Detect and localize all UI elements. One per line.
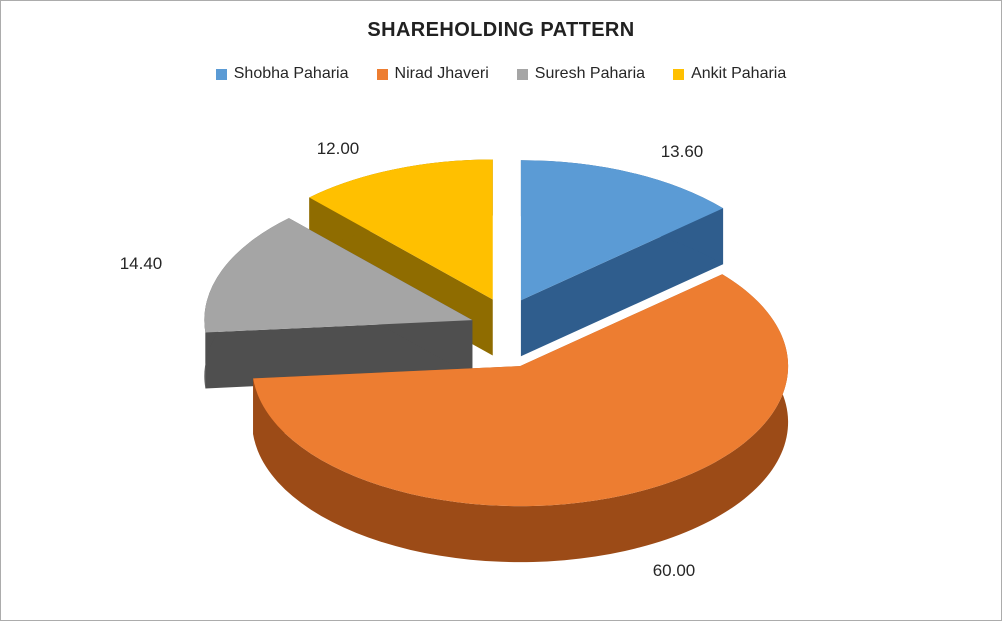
legend-item-shobha-paharia[interactable]: Shobha Paharia (215, 65, 349, 83)
legend-swatch-icon (673, 68, 685, 80)
legend-swatch-icon (215, 68, 227, 80)
legend-label: Shobha Paharia (233, 65, 349, 82)
pie-slice-nirad-jhaveri[interactable] (253, 274, 789, 507)
pie-slice-nirad-jhaveri-rim (253, 274, 789, 563)
legend-label: Suresh Paharia (534, 65, 646, 82)
chart-legend: Shobha Paharia Nirad Jhaveri Suresh Paha… (1, 65, 1001, 83)
pie-slice-ankit-paharia[interactable] (309, 159, 493, 300)
legend-swatch-icon (516, 68, 528, 80)
legend-swatch-icon (376, 68, 388, 80)
pie-slice-shobha-paharia[interactable] (520, 160, 724, 301)
data-label-nirad-jhaveri: 60.00 (653, 561, 696, 580)
data-label-ankit-paharia: 12.00 (317, 139, 360, 158)
legend-item-suresh-paharia[interactable]: Suresh Paharia (516, 65, 646, 83)
data-label-suresh-paharia: 14.40 (120, 254, 163, 273)
chart-title: SHAREHOLDING PATTERN (367, 19, 635, 41)
legend-item-nirad-jhaveri[interactable]: Nirad Jhaveri (376, 65, 489, 83)
pie-slice-suresh-paharia[interactable] (204, 218, 473, 333)
legend-label: Ankit Paharia (691, 65, 787, 82)
legend-item-ankit-paharia[interactable]: Ankit Paharia (673, 65, 786, 83)
pie-slice-shobha-paharia-side (520, 208, 724, 357)
data-label-shobha-paharia: 13.60 (661, 142, 704, 161)
legend-label: Nirad Jhaveri (394, 65, 489, 82)
